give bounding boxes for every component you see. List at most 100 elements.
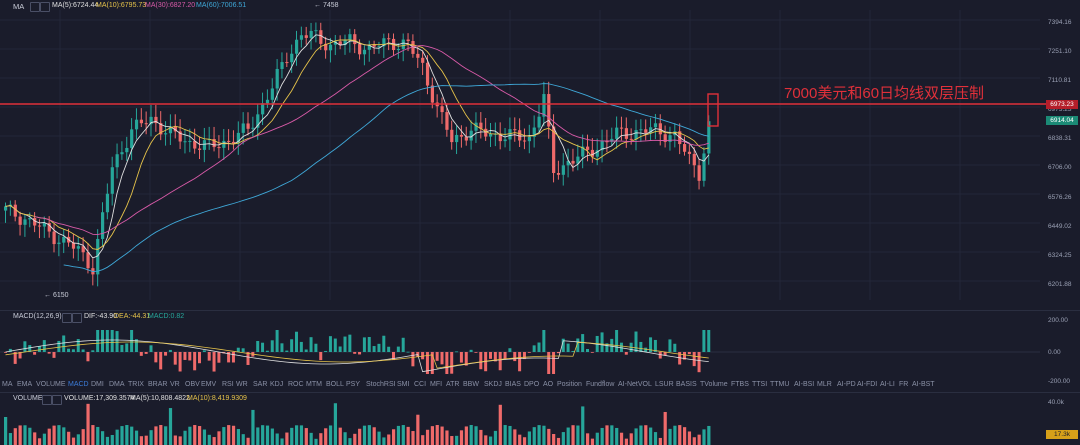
panel-divider[interactable] [0,392,1080,393]
price-axis-tick: 6973.23 [1048,106,1072,113]
volume-bar [343,432,347,445]
indicator-tab-mfi[interactable]: MFI [430,381,443,388]
indicator-tab-ai-bst[interactable]: AI-BST [912,381,935,388]
indicator-tab-emv[interactable]: EMV [201,381,217,388]
indicator-tab-tvolume[interactable]: TVolume [700,381,728,388]
indicator-tab-ttsi[interactable]: TTSI [752,381,768,388]
indicator-tab-ftbs[interactable]: FTBS [731,381,749,388]
indicator-tab-bbw[interactable]: BBW [463,381,479,388]
candle-body [687,151,692,154]
candle-body [154,116,158,124]
candle-body [547,94,551,127]
macd-bar [8,348,12,352]
macd-bar [125,343,129,352]
volume-bar [547,428,551,445]
indicator-tab-basis[interactable]: BASIS [676,381,697,388]
indicator-tab-ai-li[interactable]: AI-LI [880,381,895,388]
price-axis-tick: 7394.16 [1048,19,1072,26]
indicator-tab-ai-fdi[interactable]: AI-FDI [857,381,878,388]
indicator-tab-lsur[interactable]: LSUR [655,381,674,388]
macd-bar [547,352,551,374]
eye-icon[interactable] [42,395,52,405]
volume-bar [227,425,231,445]
volume-bar [256,427,260,445]
candle [236,121,240,155]
candle [275,59,279,101]
indicator-tab-rsi[interactable]: RSI [222,381,234,388]
macd-bar [542,330,546,352]
indicator-tab-ai-bsi[interactable]: AI-BSI [794,381,815,388]
indicator-tab-cci[interactable]: CCI [414,381,427,388]
macd-bar [489,352,492,359]
indicator-tab-ttmu[interactable]: TTMU [770,381,790,388]
eye-icon[interactable] [62,313,72,323]
candle-body [164,133,168,135]
settings-icon[interactable] [72,313,82,323]
macd-panel[interactable]: MACD(12,26,9) DIF:-43.90 DEA:-44.31 MACD… [0,311,1080,385]
macd-bar [110,330,114,352]
indicator-tab-mlr[interactable]: MLR [817,381,832,388]
candle [290,44,294,73]
candle [537,104,541,133]
indicator-tab-brar[interactable]: BRAR [148,381,168,388]
indicator-tab-atr[interactable]: ATR [446,381,460,388]
indicator-tab-bias[interactable]: BIAS [505,381,521,388]
indicator-tab-ai-pd[interactable]: AI-PD [837,381,856,388]
candle [338,35,342,50]
volume-bar [673,425,677,445]
indicator-tab-dmi[interactable]: DMI [91,381,104,388]
macd-bar [406,351,410,353]
indicator-tab-ao[interactable]: AO [543,381,554,388]
volume-bar [202,429,207,445]
macd-bar [57,340,61,352]
volume-bar [120,426,124,445]
volume-chart[interactable] [0,393,1080,445]
indicator-tab-ai-netvol[interactable]: AI-NetVOL [618,381,652,388]
indicator-tab-smi[interactable]: SMI [397,381,410,388]
volume-bar [537,425,541,445]
indicator-tab-macd[interactable]: MACD [68,381,89,388]
indicator-tab-dpo[interactable]: DPO [524,381,540,388]
price-axis-tick: 6576.26 [1048,194,1072,201]
macd-bar [474,352,478,353]
indicator-tab-ema[interactable]: EMA [17,381,33,388]
indicator-tab-roc[interactable]: ROC [288,381,304,388]
indicator-tab-position[interactable]: Position [557,381,582,388]
candle [522,128,527,150]
eye-icon[interactable] [30,2,40,12]
indicator-tab-sar[interactable]: SAR [253,381,268,388]
macd-bar [561,338,565,352]
candle-body [615,127,619,139]
candle-body [86,252,90,269]
indicator-tab-vr[interactable]: VR [170,381,180,388]
candle-body [212,138,216,148]
indicator-tab-psy[interactable]: PSY [346,381,361,388]
candle [561,153,565,186]
volume-panel[interactable]: VOLUME VOLUME:17,309.3574 MA(5):10,808.4… [0,393,1080,445]
candle-body [139,119,143,124]
indicator-tab-wr[interactable]: WR [236,381,248,388]
indicator-tab-stochrsi[interactable]: StochRSI [366,381,396,388]
volume-bar [571,425,575,445]
indicator-tab-fr[interactable]: FR [899,381,909,388]
candle [105,183,110,220]
indicator-tab-boll[interactable]: BOLL [326,381,344,388]
indicator-tab-mtm[interactable]: MTM [306,381,322,388]
indicator-tab-fundflow[interactable]: Fundflow [586,381,615,388]
indicator-tab-trix[interactable]: TRIX [128,381,144,388]
indicator-tab-volume[interactable]: VOLUME [36,381,66,388]
volume-bar [173,435,177,445]
indicator-tab-ma[interactable]: MA [2,381,13,388]
candle [387,33,391,51]
panel-divider[interactable] [0,310,1080,311]
volume-bar [290,427,294,445]
indicator-tab-kdj[interactable]: KDJ [270,381,284,388]
settings-icon[interactable] [52,395,62,405]
price-chart[interactable] [0,0,1080,310]
indicator-tab-obv[interactable]: OBV [185,381,200,388]
indicator-tab-skdj[interactable]: SKDJ [484,381,502,388]
macd-chart[interactable] [0,311,1080,379]
settings-icon[interactable] [40,2,50,12]
price-panel[interactable]: MA MA(5):6724.44 MA(10):6795.73 MA(30):6… [0,0,1080,310]
indicator-tab-dma[interactable]: DMA [109,381,125,388]
